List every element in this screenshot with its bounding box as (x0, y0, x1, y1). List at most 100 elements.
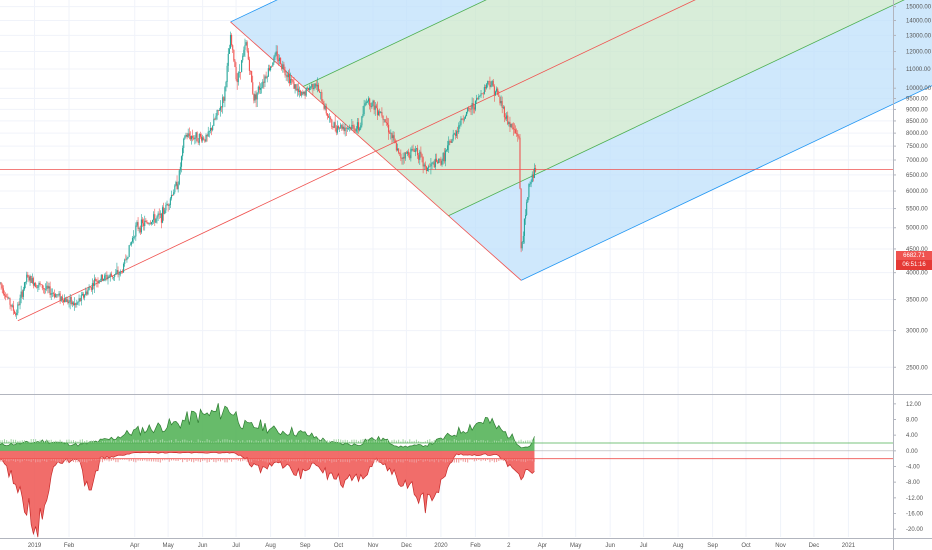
candle-body (273, 57, 275, 64)
histogram-bar (110, 458, 112, 461)
histogram-bar (101, 440, 103, 443)
candle (207, 126, 209, 137)
candle-body (408, 151, 410, 156)
axis-tick-label: Jun (198, 543, 208, 549)
histogram-bar (208, 458, 210, 462)
candle (323, 100, 325, 111)
histogram-bar (473, 458, 475, 462)
histogram-bar (378, 458, 380, 463)
candle (274, 52, 276, 61)
histogram-bar (170, 440, 172, 443)
candle (173, 189, 175, 196)
histogram-bar (177, 440, 179, 443)
candle-body (414, 149, 416, 152)
candle-body (69, 296, 71, 302)
candle (385, 115, 387, 126)
candle (306, 86, 308, 90)
candle-body (272, 63, 274, 67)
candle (307, 87, 309, 91)
candle-body (381, 112, 383, 116)
candle-body (298, 90, 301, 92)
histogram-bar (344, 458, 346, 462)
candle (362, 106, 364, 118)
histogram-bar (411, 458, 413, 463)
candle (248, 56, 250, 76)
candle (3, 290, 6, 299)
candle (320, 92, 322, 100)
time-axis[interactable]: 2019 Feb Apr May Jun Jul Aug Sep Oct Nov Dec 2020 Fe… (28, 543, 856, 549)
candle-body (202, 137, 204, 141)
candle-body (512, 127, 514, 130)
candle (327, 114, 330, 118)
candle-body (435, 158, 438, 162)
histogram-bar (440, 440, 442, 443)
axis-tick-label: Oct (741, 543, 751, 549)
histogram-bar (413, 458, 415, 463)
candle (194, 135, 196, 145)
histogram-bar (99, 458, 101, 462)
candle-body (163, 207, 165, 214)
histogram-bar (195, 441, 197, 443)
candle (128, 245, 130, 258)
axis-tick-label: 7000.00 (906, 158, 928, 164)
candle (361, 115, 363, 128)
candle-body (258, 86, 260, 90)
histogram-bar (219, 441, 221, 443)
histogram-bar (204, 441, 206, 443)
candle (464, 114, 466, 120)
candle-body (479, 95, 481, 97)
candle-body (116, 270, 118, 273)
candle (107, 274, 109, 285)
candle (138, 226, 140, 234)
candle (139, 225, 141, 235)
candle (489, 76, 491, 90)
histogram-bar (179, 441, 181, 443)
candle-body (491, 80, 493, 86)
histogram-bar (391, 458, 393, 463)
candle-body (306, 87, 308, 89)
histogram-bar (458, 440, 460, 443)
histogram-bar (150, 458, 152, 462)
candle-body (22, 289, 24, 297)
histogram-bar (369, 458, 371, 461)
oscillator-axis[interactable]: 12.008.004.000.00-4.00-8.00-12.00-16.00-… (893, 402, 924, 533)
candle-body (236, 79, 238, 83)
candle (245, 39, 247, 46)
candle-body (187, 133, 189, 137)
candle-body (212, 125, 214, 131)
candle (481, 93, 483, 95)
candle (47, 281, 49, 294)
candle (200, 133, 203, 143)
candle-body (129, 244, 131, 246)
candle (124, 258, 126, 267)
histogram-bar (124, 440, 126, 443)
histogram-bar (533, 439, 535, 443)
candle-body (422, 157, 424, 167)
candle-body (468, 108, 470, 109)
histogram-bar (418, 458, 420, 462)
histogram-bar (206, 439, 208, 443)
histogram-bar (320, 441, 322, 443)
candle (266, 75, 268, 83)
candle-body (523, 218, 525, 236)
candle-body (285, 74, 287, 76)
histogram-bar (48, 458, 50, 460)
candle-body (331, 119, 333, 127)
candle-body (440, 159, 442, 165)
price-axis[interactable]: 15000.0014000.0013000.0012000.0011000.00… (893, 5, 932, 372)
candle-body (444, 150, 446, 162)
candle (136, 220, 138, 227)
axis-tick-label: -8.00 (906, 480, 920, 486)
candle-body (374, 105, 376, 110)
pitchfork-drawing[interactable] (17, 0, 932, 322)
histogram-bar (50, 439, 52, 443)
histogram-bar (244, 458, 246, 461)
candle-body (57, 294, 59, 296)
candle (203, 136, 205, 141)
histogram-bar (64, 441, 66, 443)
histogram-bar (260, 458, 262, 460)
candle-body (413, 150, 415, 152)
histogram-bar (366, 458, 368, 463)
histogram-bar (531, 458, 533, 462)
candle-body (33, 283, 36, 286)
